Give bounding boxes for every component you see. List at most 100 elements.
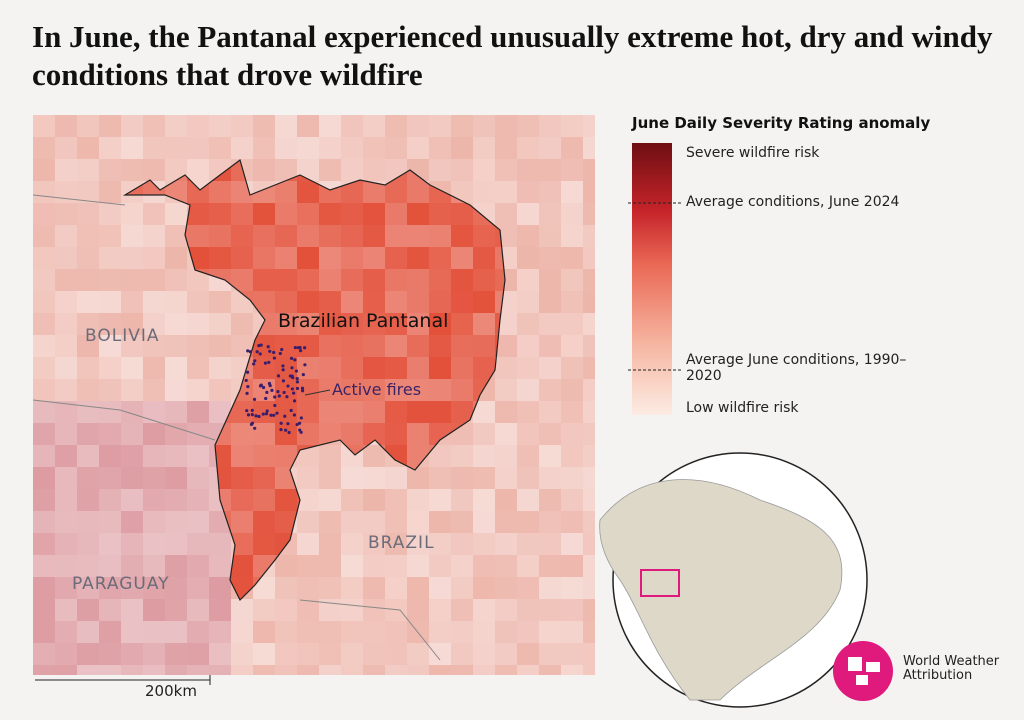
tile bbox=[143, 511, 165, 533]
fires bbox=[244, 343, 307, 435]
tile bbox=[253, 511, 275, 533]
tile bbox=[55, 555, 77, 577]
tile bbox=[33, 401, 55, 423]
tile bbox=[275, 577, 297, 599]
tile bbox=[385, 379, 407, 401]
fire bbox=[295, 422, 299, 427]
tile bbox=[297, 423, 319, 445]
tile bbox=[231, 203, 253, 225]
tile bbox=[99, 159, 121, 181]
tile bbox=[473, 181, 495, 203]
tile bbox=[539, 247, 561, 269]
tile bbox=[363, 599, 385, 621]
tile bbox=[363, 159, 385, 181]
tile bbox=[539, 665, 561, 675]
tile bbox=[209, 577, 231, 599]
tile bbox=[297, 533, 319, 555]
tile bbox=[495, 599, 517, 621]
tile bbox=[231, 247, 253, 269]
fire bbox=[295, 376, 299, 381]
tile bbox=[583, 379, 595, 401]
tile bbox=[429, 577, 451, 599]
tile bbox=[407, 511, 429, 533]
tile bbox=[473, 599, 495, 621]
tile bbox=[253, 467, 275, 489]
tile bbox=[121, 225, 143, 247]
tile bbox=[143, 115, 165, 137]
tile bbox=[517, 181, 539, 203]
tile bbox=[187, 379, 209, 401]
tile bbox=[165, 203, 187, 225]
tile bbox=[165, 643, 187, 665]
tile bbox=[55, 203, 77, 225]
tile bbox=[319, 357, 341, 379]
tile bbox=[561, 159, 583, 181]
tile bbox=[473, 335, 495, 357]
tile bbox=[143, 643, 165, 665]
tile bbox=[473, 555, 495, 577]
tile bbox=[561, 181, 583, 203]
fire bbox=[254, 414, 258, 418]
tile bbox=[451, 247, 473, 269]
tile bbox=[77, 291, 99, 313]
tile bbox=[77, 181, 99, 203]
tile bbox=[341, 555, 363, 577]
tile bbox=[143, 423, 165, 445]
tile bbox=[385, 203, 407, 225]
tile bbox=[539, 577, 561, 599]
tile bbox=[143, 313, 165, 335]
fire bbox=[265, 390, 269, 394]
tile bbox=[341, 423, 363, 445]
fire bbox=[281, 364, 285, 368]
tile bbox=[429, 291, 451, 313]
tile bbox=[407, 401, 429, 423]
tile bbox=[583, 511, 595, 533]
legend-bar bbox=[632, 143, 672, 415]
fire bbox=[292, 391, 296, 395]
scale-label: 200km bbox=[145, 682, 197, 700]
tile bbox=[121, 115, 143, 137]
fire bbox=[290, 387, 294, 391]
tile bbox=[297, 181, 319, 203]
tile bbox=[187, 203, 209, 225]
tile bbox=[561, 247, 583, 269]
tile bbox=[33, 181, 55, 203]
fire bbox=[291, 376, 295, 380]
tile bbox=[385, 137, 407, 159]
tile bbox=[385, 423, 407, 445]
tile bbox=[165, 577, 187, 599]
tile bbox=[429, 445, 451, 467]
tile bbox=[363, 621, 385, 643]
tile bbox=[209, 137, 231, 159]
tile bbox=[319, 577, 341, 599]
fire bbox=[272, 413, 276, 417]
tile bbox=[495, 247, 505, 269]
tile bbox=[319, 533, 341, 555]
tile bbox=[583, 313, 595, 335]
tile bbox=[121, 621, 143, 643]
tile bbox=[77, 159, 99, 181]
tile bbox=[187, 313, 209, 335]
tile bbox=[187, 511, 209, 533]
tile bbox=[363, 445, 385, 467]
tile bbox=[77, 379, 99, 401]
tile bbox=[517, 269, 539, 291]
tile bbox=[77, 203, 99, 225]
tile bbox=[561, 643, 583, 665]
tile bbox=[407, 577, 429, 599]
tile bbox=[495, 181, 517, 203]
tile bbox=[407, 467, 429, 489]
fire bbox=[286, 384, 290, 388]
tile bbox=[275, 137, 297, 159]
fire bbox=[286, 422, 290, 426]
fire bbox=[259, 383, 263, 387]
tile bbox=[297, 489, 319, 511]
fire bbox=[265, 409, 269, 413]
tile bbox=[33, 313, 55, 335]
tile bbox=[55, 269, 77, 291]
tile bbox=[297, 225, 319, 247]
tile bbox=[407, 115, 429, 137]
tile bbox=[275, 247, 297, 269]
tile bbox=[583, 621, 595, 643]
tile bbox=[121, 247, 143, 269]
